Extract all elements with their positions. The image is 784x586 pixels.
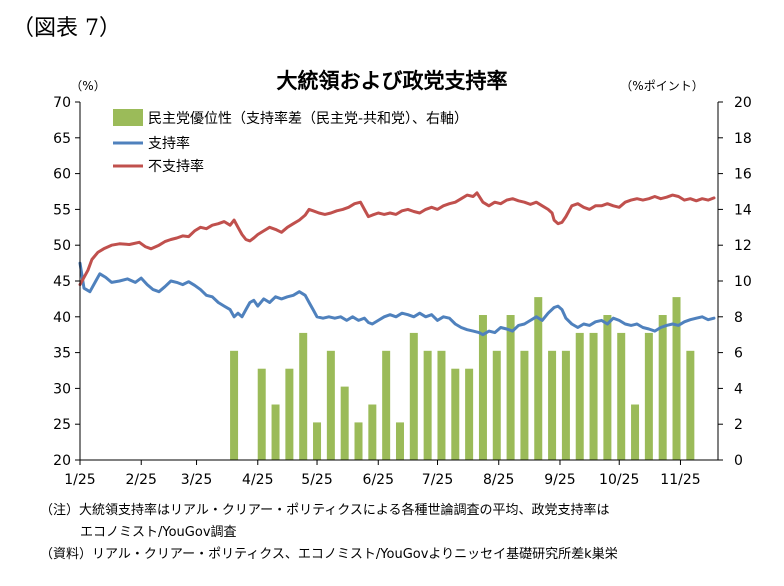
- bar: [686, 350, 695, 460]
- bar-series: [230, 297, 695, 460]
- x-tick-label: 9/25: [544, 472, 575, 488]
- left-axis-unit: （%）: [70, 79, 105, 93]
- bar: [354, 422, 363, 460]
- bar: [617, 332, 626, 460]
- right-tick-label: 6: [734, 346, 743, 362]
- right-tick-label: 16: [734, 167, 752, 183]
- bar: [658, 315, 667, 460]
- left-tick-label: 30: [53, 381, 71, 397]
- legend-label-disapprove: 不支持率: [148, 158, 204, 175]
- bar: [271, 404, 280, 460]
- bar: [257, 368, 266, 460]
- right-tick-label: 20: [734, 95, 752, 111]
- left-tick-label: 55: [53, 202, 71, 218]
- bar: [409, 332, 418, 460]
- bar: [631, 404, 640, 460]
- x-tick-label: 5/25: [301, 472, 332, 488]
- bar: [437, 350, 446, 460]
- note-line-1: （注）大統領支持率はリアル・クリアー・ポリティクスによる各種世論調査の平均、政党…: [40, 503, 610, 518]
- bar: [368, 404, 377, 460]
- left-tick-label: 25: [53, 417, 71, 433]
- bar: [423, 350, 432, 460]
- right-tick-label: 10: [734, 274, 752, 290]
- x-tick-label: 11/25: [660, 472, 700, 488]
- bar: [589, 332, 598, 460]
- bar: [492, 350, 501, 460]
- line-series: [78, 191, 716, 337]
- x-tick-label: 7/25: [422, 472, 453, 488]
- bar: [561, 350, 570, 460]
- left-tick-label: 50: [53, 238, 71, 254]
- right-tick-label: 12: [734, 238, 752, 254]
- series-line-approve: [78, 261, 716, 337]
- left-tick-label: 40: [53, 310, 71, 326]
- series-line-disapprove: [78, 191, 716, 287]
- right-tick-label: 2: [734, 417, 743, 433]
- x-tick-label: 3/25: [181, 472, 212, 488]
- bar: [644, 332, 653, 460]
- bar: [230, 350, 239, 460]
- legend-label-bars: 民主党優位性（支持率差（民主党-共和党）、右軸）: [148, 110, 468, 127]
- bar: [520, 350, 529, 460]
- axes: 20 25 30 35 40 45 50 55 60 65 70 0 2 4 6 8 10 12 14 16 18 20 1…: [53, 95, 752, 488]
- bar: [672, 297, 681, 460]
- legend-label-approve: 支持率: [148, 135, 190, 152]
- left-tick-label: 45: [53, 274, 71, 290]
- bar: [575, 332, 584, 460]
- right-tick-label: 18: [734, 131, 752, 147]
- x-tick-label: 8/25: [483, 472, 514, 488]
- chart-title: 大統領および政党支持率: [277, 69, 508, 93]
- left-tick-label: 60: [53, 167, 71, 183]
- bar: [382, 350, 391, 460]
- bar: [603, 315, 612, 460]
- bar: [313, 422, 322, 460]
- x-tick-label: 4/25: [242, 472, 273, 488]
- x-tick-label: 2/25: [126, 472, 157, 488]
- right-axis-unit: （%ポイント）: [620, 79, 703, 93]
- bar: [478, 315, 487, 460]
- left-tick-label: 65: [53, 131, 71, 147]
- bar: [340, 386, 349, 460]
- bar: [534, 297, 543, 460]
- right-tick-label: 0: [734, 453, 743, 469]
- x-tick-label: 10/25: [599, 472, 639, 488]
- right-tick-label: 8: [734, 310, 743, 326]
- x-tick-label: 1/25: [64, 472, 95, 488]
- right-tick-label: 14: [734, 202, 752, 218]
- bar: [465, 368, 474, 460]
- bar: [395, 422, 404, 460]
- bar: [506, 315, 515, 460]
- bar: [285, 368, 294, 460]
- left-tick-label: 70: [53, 95, 71, 111]
- right-tick-label: 4: [734, 381, 743, 397]
- bar: [451, 368, 460, 460]
- left-tick-label: 35: [53, 346, 71, 362]
- bar: [326, 350, 335, 460]
- note-line-2: エコノミスト/YouGov調査: [80, 525, 237, 540]
- source-note: （資料）リアル・クリアー・ポリティクス、エコノミスト/YouGovよりニッセイ基…: [40, 547, 618, 562]
- bar: [548, 350, 557, 460]
- left-tick-label: 20: [53, 453, 71, 469]
- bar: [299, 332, 308, 460]
- legend: 民主党優位性（支持率差（民主党-共和党）、右軸） 支持率 不支持率: [113, 109, 468, 175]
- legend-swatch-bars: [113, 109, 143, 126]
- figure-label: （図表 7）: [12, 16, 121, 41]
- x-tick-label: 6/25: [363, 472, 394, 488]
